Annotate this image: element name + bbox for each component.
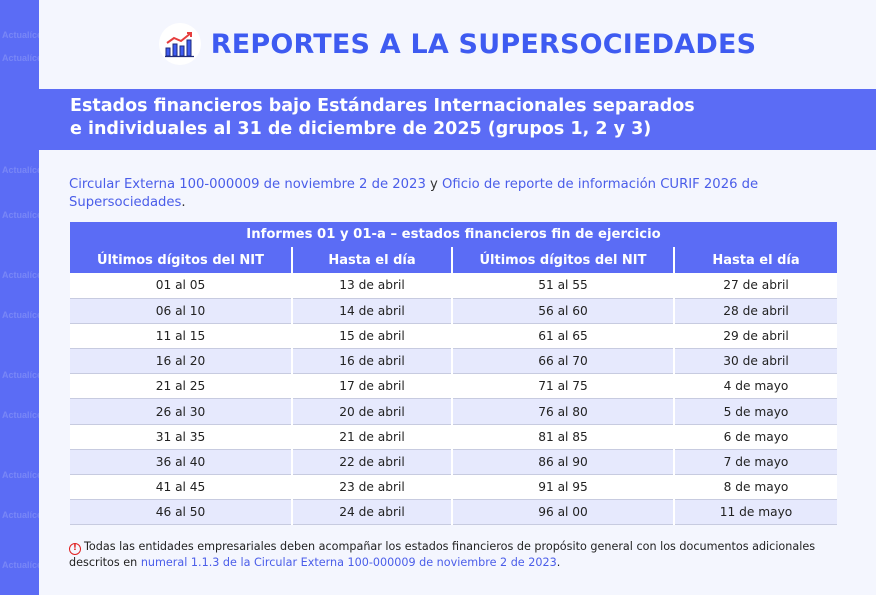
chart-growth-icon	[164, 32, 194, 58]
footnote-end: .	[556, 556, 561, 569]
deadline-left: 17 de abril	[291, 373, 452, 400]
deadline-left: 24 de abril	[291, 499, 452, 526]
nit-range-left: 06 al 10	[70, 298, 292, 324]
table-caption: Informes 01 y 01-a – estados financieros…	[70, 222, 837, 247]
header-date-left: Hasta el día	[291, 247, 452, 273]
deadline-right: 6 de mayo	[673, 424, 837, 450]
table-row: 11 al 15 15 de abril 61 al 65 29 de abril	[70, 323, 837, 350]
footnote-text: Todas las entidades empresariales deben …	[69, 540, 816, 569]
table-row: 21 al 25 17 de abril 71 al 75 4 de mayo	[70, 373, 837, 400]
deadline-right: 30 de abril	[673, 348, 837, 375]
nit-range-left: 26 al 30	[70, 398, 292, 425]
deadline-right: 29 de abril	[673, 323, 837, 350]
nit-range-left: 01 al 05	[70, 273, 292, 299]
table-row: 16 al 20 16 de abril 66 al 70 30 de abril	[70, 348, 837, 375]
nit-range-right: 61 al 65	[451, 323, 674, 350]
table-row: 06 al 10 14 de abril 56 al 60 28 de abril	[70, 298, 837, 324]
logo-badge	[158, 23, 201, 65]
deadline-right: 4 de mayo	[673, 373, 837, 400]
deadline-right: 11 de mayo	[673, 499, 837, 526]
page-header: REPORTES A LA SUPERSOCIEDADES	[39, 0, 876, 88]
oficio-curif-link[interactable]: Oficio de reporte de información CURIF 2…	[69, 177, 759, 210]
page-title: REPORTES A LA SUPERSOCIEDADES	[210, 28, 757, 60]
nit-range-left: 46 al 50	[70, 499, 292, 526]
alert-circle-icon: !	[69, 543, 81, 555]
footnote: ! Todas las entidades empresariales deben…	[69, 539, 839, 571]
nit-range-right: 91 al 95	[451, 474, 674, 501]
nit-range-right: 51 al 55	[451, 273, 674, 299]
numeral-link[interactable]: numeral 1.1.3 de la Circular Externa 100…	[140, 556, 557, 569]
nit-range-left: 21 al 25	[70, 373, 292, 400]
header-nit-right: Últimos dígitos del NIT	[451, 247, 674, 273]
section-title: Estados financieros bajo Estándares Inte…	[70, 95, 770, 141]
nit-range-left: 31 al 35	[70, 424, 292, 450]
table-body: 01 al 05 13 de abril 51 al 55 27 de abril 06…	[70, 273, 837, 526]
nit-range-right: 96 al 00	[451, 499, 674, 526]
deadline-left: 13 de abril	[291, 273, 452, 299]
intro-end: .	[181, 195, 186, 210]
deadline-left: 16 de abril	[291, 348, 452, 375]
header-date-right: Hasta el día	[673, 247, 837, 273]
deadline-left: 23 de abril	[291, 474, 452, 501]
nit-range-right: 71 al 75	[451, 373, 674, 400]
deadline-left: 22 de abril	[291, 449, 452, 476]
nit-range-right: 81 al 85	[451, 424, 674, 450]
intro-paragraph: Circular Externa 100-000009 de noviembre…	[69, 176, 839, 212]
deadline-right: 27 de abril	[673, 273, 837, 299]
deadlines-table: Informes 01 y 01-a – estados financieros…	[70, 222, 837, 526]
table-row: 41 al 45 23 de abril 91 al 95 8 de mayo	[70, 474, 837, 501]
deadline-right: 5 de mayo	[673, 398, 837, 425]
nit-range-right: 56 al 60	[451, 298, 674, 324]
nit-range-left: 36 al 40	[70, 449, 292, 476]
table-row: 26 al 30 20 de abril 76 al 80 5 de mayo	[70, 398, 837, 425]
table-row: 46 al 50 24 de abril 96 al 00 11 de mayo	[70, 499, 837, 526]
deadline-left: 15 de abril	[291, 323, 452, 350]
intro-connector: y	[425, 177, 443, 192]
deadline-left: 20 de abril	[291, 398, 452, 425]
header-nit-left: Últimos dígitos del NIT	[70, 247, 292, 273]
nit-range-right: 86 al 90	[451, 449, 674, 476]
nit-range-left: 11 al 15	[70, 323, 292, 350]
table-row: 36 al 40 22 de abril 86 al 90 7 de mayo	[70, 449, 837, 476]
section-banner: Estados financieros bajo Estándares Inte…	[0, 89, 876, 150]
table-row: 31 al 35 21 de abril 81 al 85 6 de mayo	[70, 424, 837, 450]
nit-range-left: 16 al 20	[70, 348, 292, 375]
section-title-line-2: e individuales al 31 de diciembre de 202…	[70, 119, 652, 139]
deadline-right: 7 de mayo	[673, 449, 837, 476]
section-title-line-1: Estados financieros bajo Estándares Inte…	[70, 96, 695, 116]
nit-range-right: 66 al 70	[451, 348, 674, 375]
nit-range-left: 41 al 45	[70, 474, 292, 501]
deadline-left: 21 de abril	[291, 424, 452, 450]
deadline-right: 28 de abril	[673, 298, 837, 324]
deadline-left: 14 de abril	[291, 298, 452, 324]
nit-range-right: 76 al 80	[451, 398, 674, 425]
table-row: 01 al 05 13 de abril 51 al 55 27 de abril	[70, 273, 837, 299]
circular-externa-link[interactable]: Circular Externa 100-000009 de noviembre…	[69, 177, 426, 192]
deadline-right: 8 de mayo	[673, 474, 837, 501]
